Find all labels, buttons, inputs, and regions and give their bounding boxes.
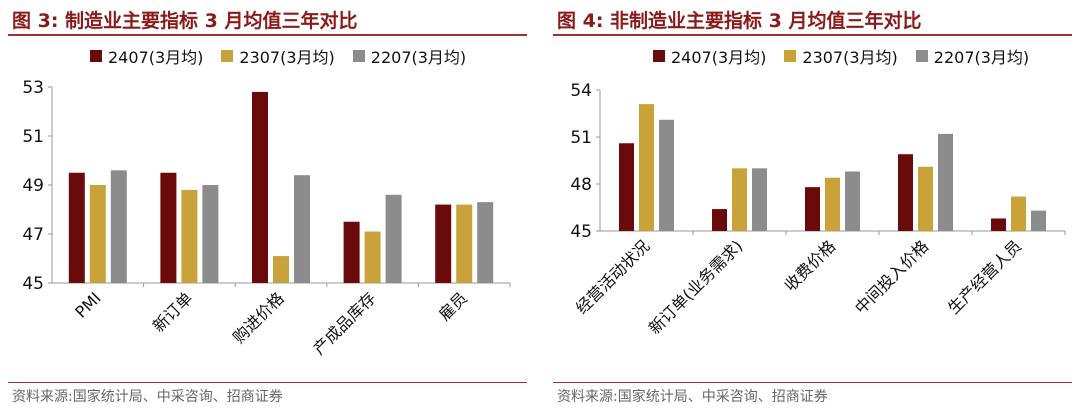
x-category-label: 生产经营人员 <box>944 236 1025 317</box>
bar-2307 <box>364 231 381 283</box>
x-category-label: 经营活动状况 <box>572 236 653 317</box>
y-tick-label: 45 <box>570 222 592 242</box>
figure-4-legend: 2407(3月均) 2307(3月均) 2207(3月均) <box>653 44 1029 68</box>
x-category-label: 新订单 <box>149 288 196 335</box>
legend-label-2407: 2407(3月均) <box>671 48 767 67</box>
bar-2207 <box>938 133 953 231</box>
bar-2207 <box>385 194 402 283</box>
bar-2407 <box>991 218 1006 231</box>
legend-swatch-2207 <box>915 50 928 62</box>
legend-swatch-2407 <box>653 50 665 62</box>
bar-2307 <box>918 166 933 231</box>
y-tick-label: 49 <box>22 176 44 196</box>
x-category-label: 收费价格 <box>781 236 840 295</box>
bar-2207 <box>477 202 494 283</box>
legend-swatch-2307 <box>221 50 234 62</box>
bar-2207 <box>202 185 219 283</box>
bar-2407 <box>898 154 913 231</box>
legend-label-2207: 2207(3月均) <box>933 48 1030 67</box>
x-category-label: PMI <box>71 288 104 321</box>
y-tick-label: 53 <box>22 78 44 98</box>
bar-2307 <box>456 204 473 283</box>
legend-item-2407: 2407(3月均) <box>653 44 766 68</box>
y-tick-label: 47 <box>22 225 44 245</box>
bar-2407 <box>68 172 85 283</box>
figure-3-legend: 2407(3月均) 2307(3月均) 2207(3月均) <box>90 44 466 68</box>
legend-item-2207: 2207(3月均) <box>915 44 1030 68</box>
legend-swatch-2407 <box>90 50 102 62</box>
legend-item-2307: 2307(3月均) <box>784 44 898 68</box>
legend-item-2407: 2407(3月均) <box>90 44 203 68</box>
bar-2407 <box>160 172 177 283</box>
y-tick-label: 51 <box>22 127 44 147</box>
figure-4-title: 图 4: 非制造业主要指标 3 月均值三年对比 <box>557 10 922 32</box>
figure-4-source-rule <box>553 382 1072 383</box>
bar-2307 <box>825 177 840 231</box>
x-category-label: 中间投入价格 <box>851 236 932 317</box>
figure-3-bar-chart: 45 47 49 51 53 PMI 新订单 购进价格 产成品库存 雇员 <box>22 78 511 358</box>
bar-2207 <box>752 168 767 231</box>
bar-2207 <box>659 119 674 231</box>
figure-4-title-rule <box>553 34 1072 36</box>
y-tick-label: 54 <box>570 81 592 101</box>
legend-label-2407: 2407(3月均) <box>108 48 204 67</box>
legend-item-2307: 2307(3月均) <box>221 44 335 68</box>
bar-2207 <box>294 175 310 283</box>
y-tick-label: 45 <box>22 274 44 294</box>
legend-label-2307: 2307(3月均) <box>239 48 335 67</box>
bar-2307 <box>1011 196 1026 231</box>
x-category-label: 雇员 <box>435 288 471 324</box>
legend-item-2207: 2207(3月均) <box>352 44 467 68</box>
bar-2307 <box>639 104 654 231</box>
legend-swatch-2307 <box>784 50 797 62</box>
bar-2407 <box>343 221 360 283</box>
bar-2407 <box>805 187 820 231</box>
figure-3-title-rule <box>8 34 527 36</box>
bar-2207 <box>110 170 127 283</box>
legend-label-2307: 2307(3月均) <box>802 48 898 67</box>
figure-3-source-rule <box>8 382 527 383</box>
figure-4-source: 资料来源:国家统计局、中采咨询、招商证券 <box>557 389 828 405</box>
bar-2207 <box>845 171 860 231</box>
bar-2407 <box>252 91 268 284</box>
x-category-label: 新订单(业务需求) <box>645 236 746 337</box>
y-tick-label: 48 <box>570 175 592 195</box>
bar-2407 <box>712 209 727 231</box>
bar-2307 <box>732 168 747 231</box>
x-category-label: 购进价格 <box>229 288 288 347</box>
x-category-label: 产成品库存 <box>309 288 379 358</box>
legend-swatch-2207 <box>352 50 365 62</box>
bar-2407 <box>435 204 452 283</box>
y-tick-label: 51 <box>570 128 592 148</box>
figure-3-source: 资料来源:国家统计局、中采咨询、招商证券 <box>12 389 283 405</box>
bar-2407 <box>619 143 634 231</box>
legend-label-2207: 2207(3月均) <box>370 48 467 67</box>
figure-3-title: 图 3: 制造业主要指标 3 月均值三年对比 <box>12 10 358 32</box>
bar-2207 <box>1031 210 1046 231</box>
figure-4-panel: 图 4: 非制造业主要指标 3 月均值三年对比 2407(3月均) 2307(3… <box>545 0 1080 408</box>
bar-2307 <box>181 189 198 283</box>
figure-3-panel: 图 3: 制造业主要指标 3 月均值三年对比 2407(3月均) 2307(3月… <box>0 0 535 408</box>
bar-2307 <box>89 185 106 283</box>
bar-2307 <box>273 256 289 283</box>
